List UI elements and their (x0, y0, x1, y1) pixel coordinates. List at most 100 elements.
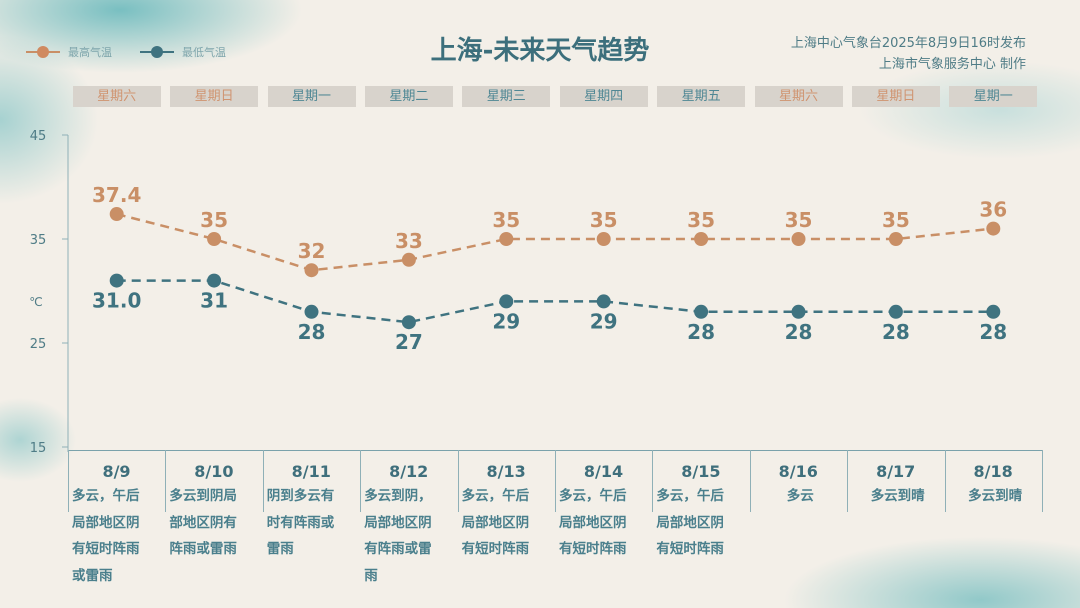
forecast-column: 8/11 阴到多云有 时有阵雨或 雷雨 (263, 450, 360, 563)
weather-description: 多云 (786, 488, 814, 504)
weekday-header: 星期一 (267, 86, 356, 107)
table-divider (262, 450, 264, 512)
issuer-line-2: 上海市气象服务中心 制作 (878, 57, 1026, 72)
table-divider (944, 450, 946, 512)
forecast-column: 8/18 多云到晴 (945, 450, 1042, 510)
high-temp-point (401, 252, 416, 267)
high-temp-point (596, 232, 611, 246)
high-temp-point (694, 232, 709, 246)
date-label: 8/10 (194, 462, 234, 481)
low-temp-label: 28 (785, 320, 813, 344)
forecast-column: 8/13 多云，午后 局部地区阴 有短时阵雨 (458, 450, 555, 563)
weather-description: 阴到多云有 时有阵雨或 雷雨 (266, 488, 335, 557)
weekday-header: 星期一 (949, 86, 1038, 107)
high-temp-point (888, 232, 903, 246)
date-label: 8/18 (973, 462, 1013, 481)
weekday-header: 星期日 (851, 86, 940, 107)
weekday-header: 星期六 (754, 86, 843, 107)
low-temp-point (596, 294, 611, 309)
low-temp-label: 29 (492, 309, 520, 333)
forecast-column: 8/14 多云，午后 局部地区阴 有短时阵雨 (555, 450, 652, 563)
low-temp-label: 31 (200, 289, 228, 313)
y-tick-label: 45 (30, 129, 47, 144)
table-divider (749, 450, 751, 512)
legend-low: 最低气温 (140, 44, 226, 60)
high-temp-point (304, 263, 319, 278)
high-temp-label: 35 (785, 208, 813, 232)
weekday-header: 星期日 (170, 86, 259, 107)
weather-description: 多云，午后 局部地区阴 有短时阵雨 (656, 488, 724, 557)
high-temp-point (499, 232, 514, 246)
high-temp-label: 35 (200, 208, 228, 232)
weekday-header: 星期二 (364, 86, 453, 107)
y-tick-label: 15 (30, 441, 47, 456)
date-label: 8/16 (778, 462, 818, 481)
forecast-column: 8/9 多云，午后 局部地区阴 有短时阵雨 或雷雨 (68, 450, 165, 589)
high-temp-point (986, 221, 1001, 236)
date-label: 8/11 (291, 462, 331, 481)
low-temp-point (109, 273, 124, 288)
high-temp-point (109, 207, 124, 222)
forecast-column: 8/12 多云到阴， 局部地区阴 有阵雨或雷 雨 (360, 450, 457, 589)
low-temp-point (304, 304, 319, 319)
y-tick-label: 35 (30, 233, 47, 248)
low-temp-label: 27 (395, 330, 423, 354)
low-temp-label: 28 (882, 320, 910, 344)
date-label: 8/17 (876, 462, 916, 481)
high-temp-label: 35 (882, 208, 910, 232)
forecast-column: 8/10 多云到阴局 部地区阴有 阵雨或雷雨 (165, 450, 262, 563)
low-temp-point (791, 304, 806, 319)
weather-description: 多云，午后 局部地区阴 有短时阵雨 (559, 488, 627, 557)
high-temp-label: 35 (590, 208, 618, 232)
weather-description: 多云到阴， 局部地区阴 有阵雨或雷 雨 (364, 488, 432, 584)
date-label: 8/9 (102, 462, 131, 481)
low-temp-label: 31.0 (92, 289, 141, 313)
page-title: 上海-未来天气趋势 (430, 36, 650, 66)
low-temp-label: 29 (590, 309, 618, 333)
table-divider (847, 450, 849, 512)
low-temp-point (207, 273, 222, 288)
issuer-line-1: 上海中心气象台2025年8月9日16时发布 (790, 36, 1026, 51)
weather-description: 多云，午后 局部地区阴 有短时阵雨 (461, 488, 530, 557)
forecast-column: 8/17 多云到晴 (847, 450, 944, 510)
table-divider (652, 450, 654, 512)
weather-description: 多云，午后 局部地区阴 有短时阵雨 或雷雨 (72, 488, 140, 584)
table-divider (165, 450, 167, 512)
legend-low-marker (140, 46, 174, 58)
table-divider (555, 450, 556, 512)
weather-description: 多云到晴 (870, 488, 925, 504)
high-temp-line (116, 212, 994, 272)
low-temp-label: 28 (687, 320, 715, 344)
weekday-header: 星期五 (657, 86, 746, 107)
date-label: 8/15 (681, 462, 721, 481)
low-temp-line (116, 279, 994, 324)
high-temp-label: 35 (687, 208, 715, 232)
weekday-header: 星期四 (559, 86, 648, 107)
low-temp-point (401, 315, 416, 330)
legend-high: 最高气温 (26, 44, 112, 60)
forecast-column: 8/15 多云，午后 局部地区阴 有短时阵雨 (652, 450, 749, 563)
high-temp-label: 33 (395, 229, 423, 253)
date-label: 8/14 (583, 462, 624, 481)
low-temp-point (499, 294, 514, 309)
weekday-header: 星期三 (462, 86, 551, 107)
high-temp-point (791, 232, 806, 246)
low-temp-label: 28 (979, 320, 1007, 344)
high-temp-label: 36 (979, 198, 1007, 222)
high-temp-label: 32 (298, 239, 326, 263)
weather-description: 多云到晴 (968, 488, 1023, 504)
high-temp-label: 37.4 (92, 183, 141, 207)
table-divider (457, 450, 459, 512)
legend-low-label: 最低气温 (182, 46, 226, 59)
legend-high-marker (26, 46, 60, 58)
legend-high-label: 最高气温 (68, 46, 112, 59)
high-temp-point (207, 232, 222, 246)
low-temp-point (888, 304, 903, 319)
y-axis-label: ℃ (29, 295, 42, 309)
low-temp-point (694, 304, 709, 319)
low-temp-label: 28 (298, 320, 326, 344)
date-label: 8/12 (389, 462, 429, 481)
table-divider (68, 450, 69, 512)
forecast-column: 8/16 多云 (750, 450, 847, 510)
